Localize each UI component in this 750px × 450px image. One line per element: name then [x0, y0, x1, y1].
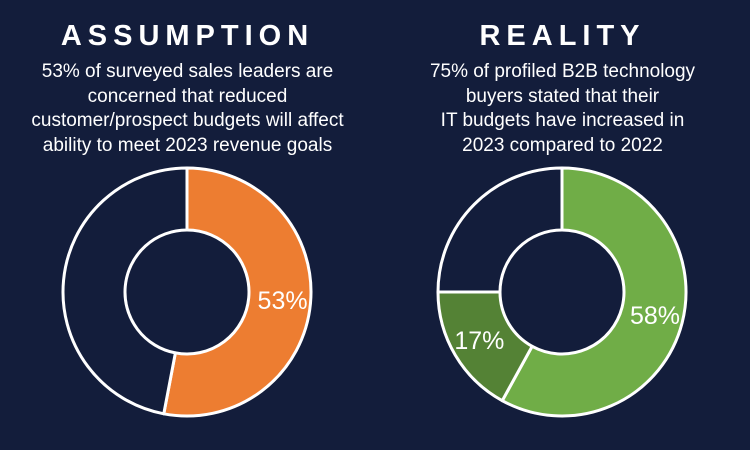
reality-slice-2	[436, 166, 564, 294]
reality-donut-chart: 58% 17%	[436, 166, 688, 418]
assumption-panel: ASSUMPTION 53% of surveyed sales leaders…	[0, 20, 375, 418]
reality-description-line: IT budgets have increased in	[440, 110, 685, 131]
reality-description-line: buyers stated that their	[465, 85, 660, 107]
reality-description-line: 75% of profiled B2B technology	[429, 61, 696, 82]
reality-slice-0	[500, 166, 688, 418]
reality-slice-label: 17%	[454, 327, 504, 355]
reality-slice-label: 58%	[630, 302, 680, 330]
reality-title: REALITY	[479, 20, 646, 52]
reality-description-line: 2023 compared to 2022	[462, 134, 663, 156]
assumption-donut-chart: 53%	[61, 166, 313, 418]
reality-description: 75% of profiled B2B technology buyers st…	[375, 60, 750, 158]
assumption-description-line: customer/prospect budgets will affect	[31, 110, 344, 131]
assumption-description: 53% of surveyed sales leaders are concer…	[0, 60, 375, 158]
assumption-description-line: ability to meet 2023 revenue goals	[42, 134, 333, 156]
assumption-slice-0	[162, 166, 313, 418]
assumption-description-line: 53% of surveyed sales leaders are	[41, 61, 334, 82]
assumption-description-line: concerned that reduced	[87, 85, 288, 107]
assumption-slice-label: 53%	[258, 287, 308, 315]
assumption-title: ASSUMPTION	[60, 20, 315, 52]
reality-panel: REALITY 75% of profiled B2B technology b…	[375, 0, 750, 450]
assumption-slice-1	[61, 166, 189, 416]
